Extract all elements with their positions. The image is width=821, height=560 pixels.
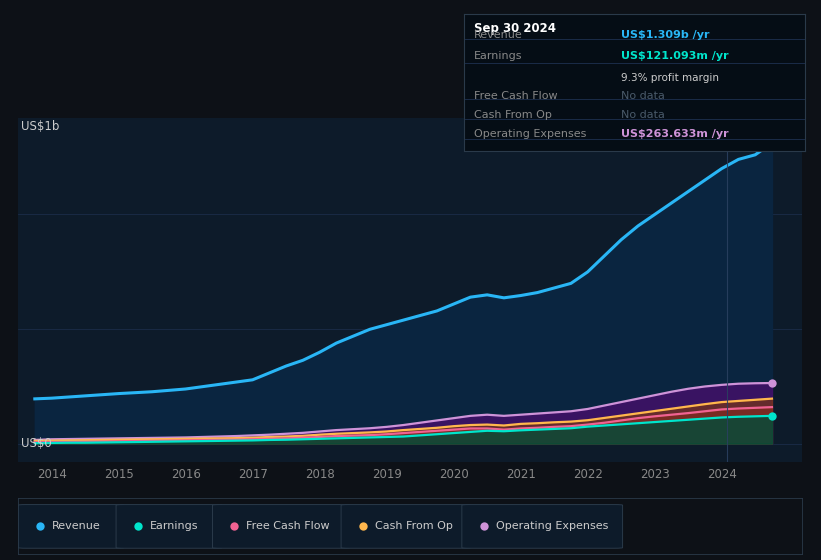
Text: Cash From Op: Cash From Op [375, 521, 452, 531]
Text: US$1.309b /yr: US$1.309b /yr [621, 30, 709, 40]
Text: US$121.093m /yr: US$121.093m /yr [621, 51, 728, 61]
Text: Free Cash Flow: Free Cash Flow [246, 521, 330, 531]
Text: Earnings: Earnings [474, 51, 523, 61]
FancyBboxPatch shape [18, 505, 124, 548]
Text: Operating Expenses: Operating Expenses [474, 129, 586, 139]
Text: No data: No data [621, 110, 664, 120]
FancyBboxPatch shape [116, 505, 222, 548]
Text: US$0: US$0 [21, 437, 51, 450]
Text: Cash From Op: Cash From Op [474, 110, 552, 120]
Text: Revenue: Revenue [52, 521, 100, 531]
Text: US$263.633m /yr: US$263.633m /yr [621, 129, 728, 139]
Text: Sep 30 2024: Sep 30 2024 [474, 22, 556, 35]
Text: US$1b: US$1b [21, 119, 59, 133]
FancyBboxPatch shape [213, 505, 350, 548]
Text: Operating Expenses: Operating Expenses [496, 521, 608, 531]
FancyBboxPatch shape [462, 505, 622, 548]
Text: Earnings: Earnings [149, 521, 199, 531]
Text: 9.3% profit margin: 9.3% profit margin [621, 73, 718, 83]
Text: Revenue: Revenue [474, 30, 523, 40]
FancyBboxPatch shape [341, 505, 470, 548]
Text: No data: No data [621, 91, 664, 101]
Text: Free Cash Flow: Free Cash Flow [474, 91, 557, 101]
